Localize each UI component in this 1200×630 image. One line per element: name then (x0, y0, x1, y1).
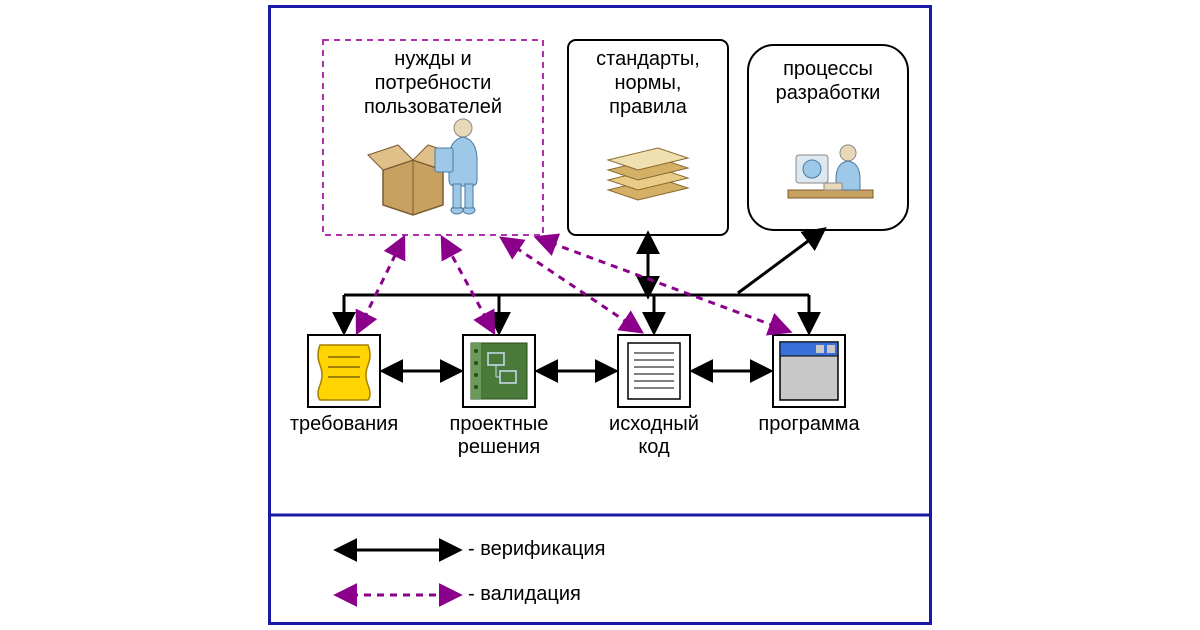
diagram-stage: нужды ипотребностипользователей стандарт… (268, 5, 932, 625)
legend-valid-label: - валидация (468, 583, 668, 606)
process-label: процессыразработки (748, 57, 908, 105)
node-program (773, 335, 845, 407)
program-label: программа (743, 413, 875, 436)
node-design (463, 335, 535, 407)
node-requirements (308, 335, 380, 407)
source-label: исходныйкод (588, 413, 720, 459)
standards-label: стандарты,нормы,правила (568, 47, 728, 119)
verification-bus (344, 235, 809, 331)
validation-edges (358, 238, 788, 331)
requirements-label: требования (268, 413, 420, 436)
design-label: проектныерешения (433, 413, 565, 459)
user-box-icon (368, 119, 477, 215)
edge-process-bus (738, 230, 823, 293)
users-label: нужды ипотребностипользователей (323, 47, 543, 119)
legend-verif-label: - верификация (468, 538, 668, 561)
node-source (618, 335, 690, 407)
